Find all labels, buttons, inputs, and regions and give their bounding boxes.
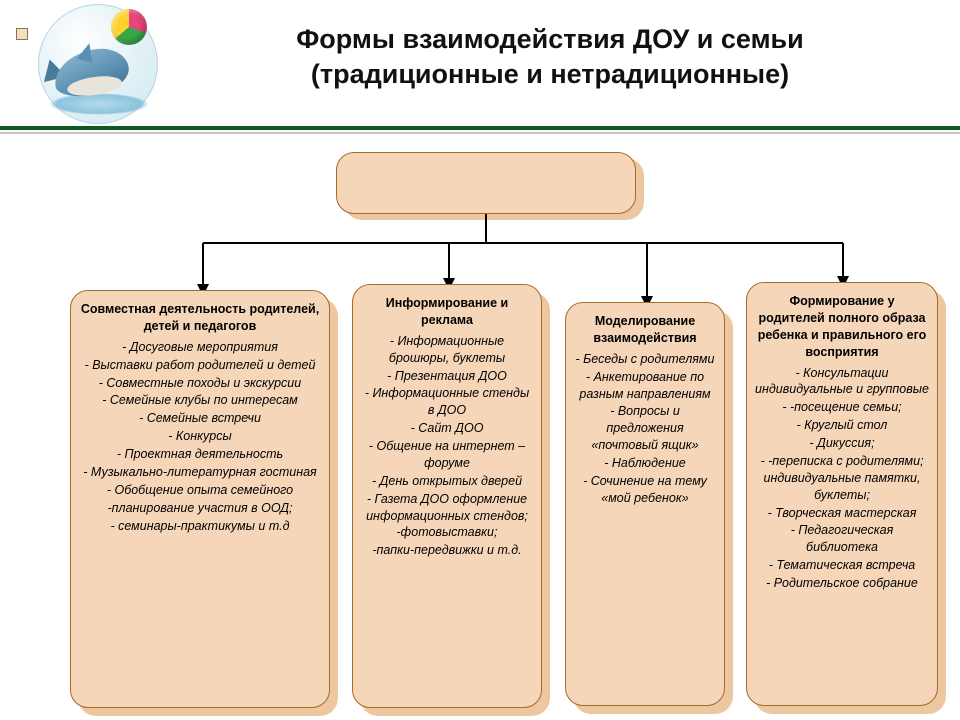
column-2: Моделирование взаимодействия - Беседы с р… <box>565 302 725 706</box>
column-1-item-4: - Общение на интернет – форуме <box>361 438 533 472</box>
column-1-item-7: -папки-передвижки и т.д. <box>361 542 533 559</box>
title-line-1: Формы взаимодействия ДОУ и семьи <box>170 22 930 57</box>
column-2-item-3: - Наблюдение <box>574 455 716 472</box>
divider-light <box>0 132 960 134</box>
title-line-2: (традиционные и нетрадиционные) <box>170 57 930 92</box>
column-0-item-9: -планирование участия в ООД; <box>79 500 321 517</box>
column-0: Совместная деятельность родителей, детей… <box>70 290 330 708</box>
column-0-item-3: - Семейные клубы по интересам <box>79 392 321 409</box>
column-1: Информирование и реклама - Информационные… <box>352 284 542 708</box>
dolphin-icon <box>38 4 158 124</box>
column-3-item-3: - Дикуссия; <box>755 435 929 452</box>
column-3-item-0: - Консультации индивидуальные и групповы… <box>755 365 929 399</box>
divider-dark <box>0 126 960 130</box>
column-3-item-7: - Тематическая встреча <box>755 557 929 574</box>
column-title-2: Моделирование взаимодействия <box>574 313 716 347</box>
column-2-item-1: - Анкетирование по разным направлениям <box>574 369 716 403</box>
column-1-item-5: - День открытых дверей <box>361 473 533 490</box>
root-node <box>336 152 636 214</box>
column-1-item-0: - Информационные брошюры, буклеты <box>361 333 533 367</box>
column-2-item-0: - Беседы с родителями <box>574 351 716 368</box>
column-1-item-1: - Презентация ДОО <box>361 368 533 385</box>
column-title-1: Информирование и реклама <box>361 295 533 329</box>
column-0-item-8: - Обобщение опыта семейного <box>79 482 321 499</box>
column-2-item-2: - Вопросы и предложения «почтовый ящик» <box>574 403 716 454</box>
column-0-item-7: - Музыкально-литературная гостиная <box>79 464 321 481</box>
column-1-item-3: - Сайт ДОО <box>361 420 533 437</box>
column-3-item-2: - Круглый стол <box>755 417 929 434</box>
column-0-item-1: - Выставки работ родителей и детей <box>79 357 321 374</box>
column-3: Формирование у родителей полного образа … <box>746 282 938 706</box>
column-0-item-10: - семинары-практикумы и т.д <box>79 518 321 535</box>
column-3-item-5: - Творческая мастерская <box>755 505 929 522</box>
column-3-item-4: - -переписка с родителями; индивидуальны… <box>755 453 929 504</box>
column-0-item-5: - Конкурсы <box>79 428 321 445</box>
column-0-item-4: - Семейные встречи <box>79 410 321 427</box>
column-title-0: Совместная деятельность родителей, детей… <box>79 301 321 335</box>
column-1-item-2: - Информационные стенды в ДОО <box>361 385 533 419</box>
column-3-item-1: - -посещение семьи; <box>755 399 929 416</box>
column-0-item-0: - Досуговые мероприятия <box>79 339 321 356</box>
column-1-item-6: - Газета ДОО оформление информационных с… <box>361 491 533 542</box>
column-title-3: Формирование у родителей полного образа … <box>755 293 929 361</box>
column-2-item-4: - Сочинение на тему «мой ребенок» <box>574 473 716 507</box>
column-0-item-2: - Совместные походы и экскурсии <box>79 375 321 392</box>
slide-bullet <box>16 28 28 40</box>
page-title: Формы взаимодействия ДОУ и семьи (традиц… <box>170 22 930 92</box>
column-0-item-6: - Проектная деятельность <box>79 446 321 463</box>
column-3-item-8: - Родительское собрание <box>755 575 929 592</box>
column-3-item-6: - Педагогическая библиотека <box>755 522 929 556</box>
